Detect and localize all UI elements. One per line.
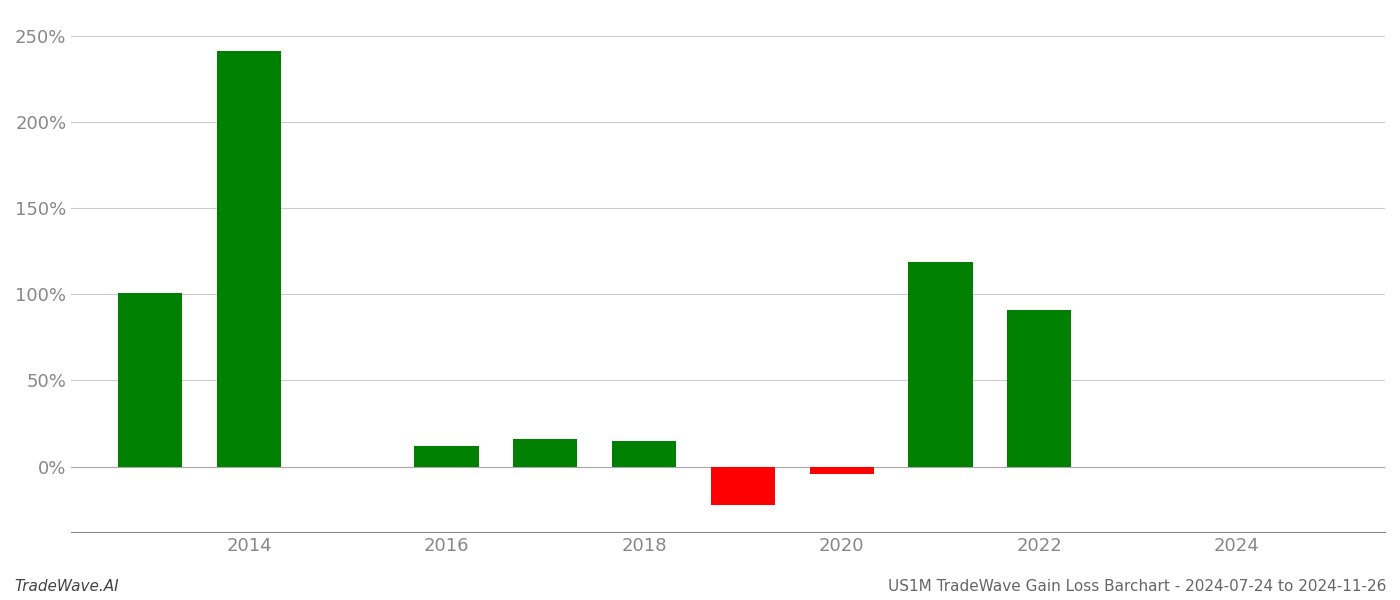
Bar [414,446,479,467]
Bar [711,467,776,505]
Text: US1M TradeWave Gain Loss Barchart - 2024-07-24 to 2024-11-26: US1M TradeWave Gain Loss Barchart - 2024… [888,579,1386,594]
Bar [118,293,182,467]
Bar [217,51,281,467]
Text: TradeWave.AI: TradeWave.AI [14,579,119,594]
Bar [514,439,577,467]
Bar [1007,310,1071,467]
Bar [809,467,874,473]
Bar [612,441,676,467]
Bar [909,262,973,467]
